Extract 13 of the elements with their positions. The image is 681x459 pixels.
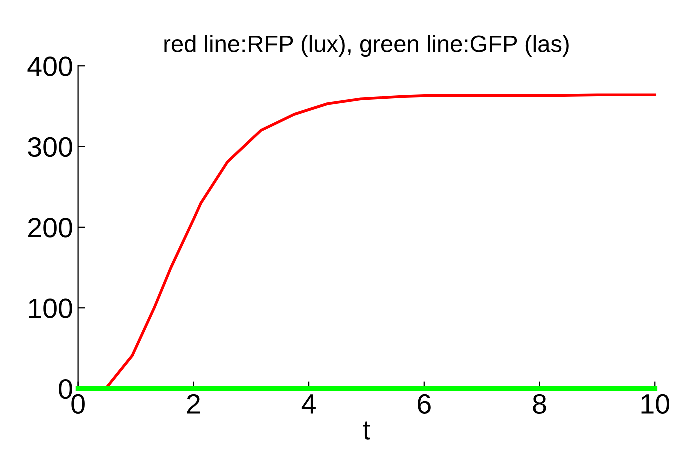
x-tick-label: 2	[187, 394, 200, 414]
x-tick-label: 0	[72, 394, 85, 414]
x-tick-label: 10	[642, 394, 670, 414]
y-tick-label: 400	[28, 56, 72, 76]
y-tick-label: 100	[29, 298, 72, 318]
x-axis-title: t	[363, 422, 370, 440]
x-tick-label: 6	[418, 394, 431, 414]
y-tick-label: 0	[59, 379, 72, 400]
x-tick-label: 4	[302, 394, 316, 414]
chart-title: red line:RFP (lux), green line:GFP (las)	[164, 35, 569, 58]
x-tick-label: 8	[533, 394, 546, 414]
y-tick-label: 300	[28, 137, 72, 158]
y-tick-label: 200	[28, 218, 72, 238]
